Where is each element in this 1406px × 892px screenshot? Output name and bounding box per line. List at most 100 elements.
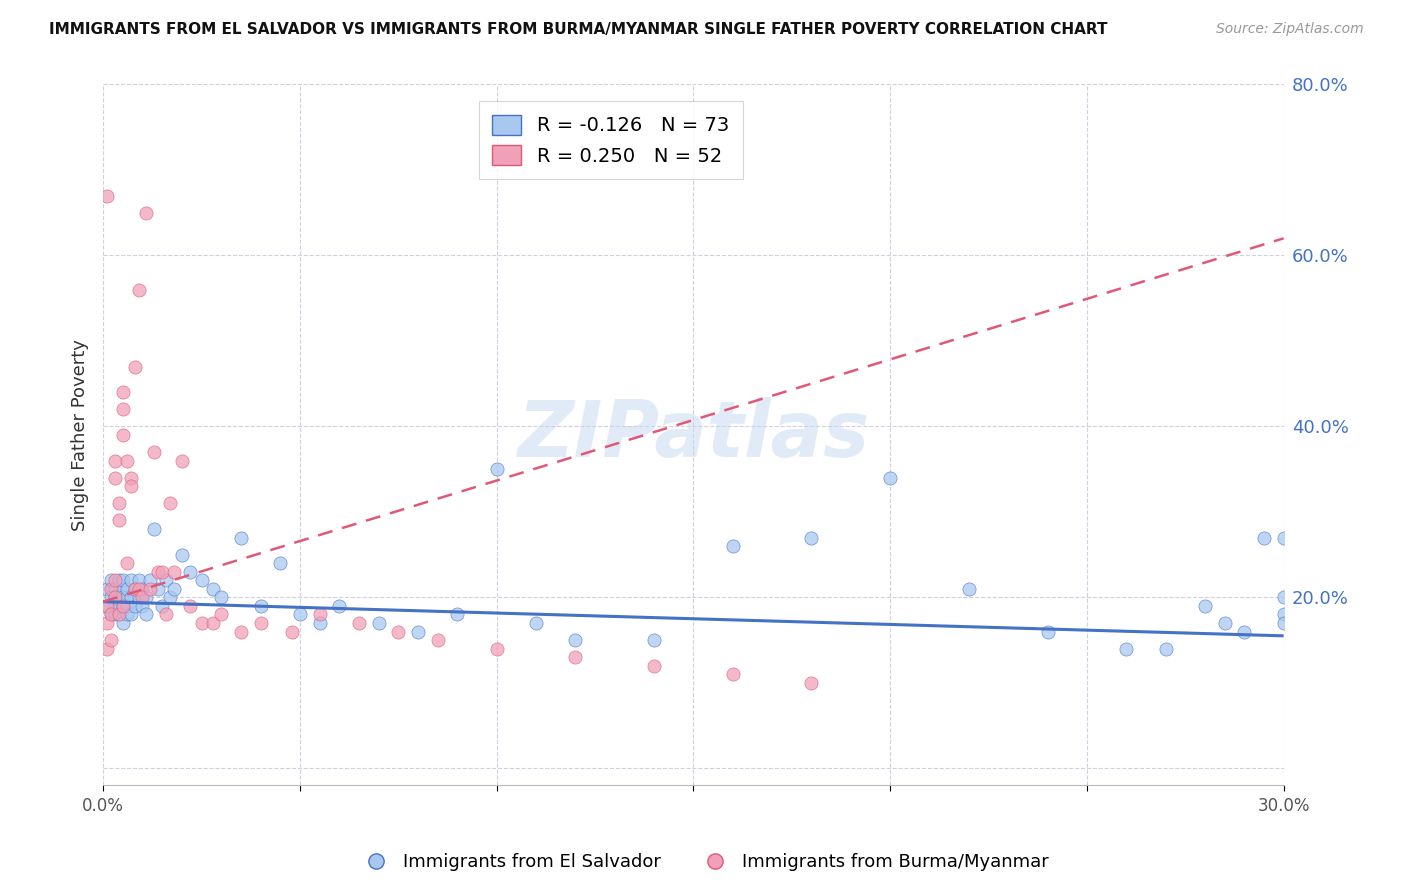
Point — [104, 591, 127, 605]
Point — [139, 582, 162, 596]
Point — [104, 591, 127, 605]
Point — [163, 582, 186, 596]
Point — [111, 599, 134, 613]
Point — [96, 641, 118, 656]
Legend: R = -0.126   N = 73, R = 0.250   N = 52: R = -0.126 N = 73, R = 0.250 N = 52 — [478, 101, 742, 179]
Point — [1272, 531, 1295, 545]
Point — [1272, 591, 1295, 605]
Point — [135, 607, 157, 622]
Point — [128, 582, 150, 596]
Point — [406, 624, 429, 639]
Point — [269, 556, 291, 570]
Point — [115, 453, 138, 467]
Point — [143, 445, 166, 459]
Point — [485, 641, 508, 656]
Point — [387, 624, 409, 639]
Point — [131, 582, 153, 596]
Point — [1115, 641, 1137, 656]
Point — [229, 531, 252, 545]
Point — [120, 574, 142, 588]
Point — [111, 599, 134, 613]
Point — [800, 676, 823, 690]
Point — [96, 599, 118, 613]
Point — [170, 548, 193, 562]
Point — [115, 556, 138, 570]
Point — [170, 453, 193, 467]
Point — [249, 599, 271, 613]
Point — [159, 496, 181, 510]
Point — [100, 591, 122, 605]
Point — [104, 599, 127, 613]
Y-axis label: Single Father Poverty: Single Father Poverty — [72, 339, 89, 531]
Point — [108, 496, 131, 510]
Point — [131, 591, 153, 605]
Point — [143, 522, 166, 536]
Point — [115, 591, 138, 605]
Point — [148, 565, 170, 579]
Point — [124, 582, 146, 596]
Point — [155, 607, 177, 622]
Point — [446, 607, 468, 622]
Point — [643, 633, 665, 648]
Point — [721, 667, 744, 681]
Point — [347, 615, 370, 630]
Point — [159, 591, 181, 605]
Point — [1213, 615, 1236, 630]
Point — [367, 615, 389, 630]
Point — [115, 607, 138, 622]
Point — [957, 582, 980, 596]
Point — [108, 513, 131, 527]
Point — [1036, 624, 1059, 639]
Point — [115, 582, 138, 596]
Point — [108, 607, 131, 622]
Point — [879, 471, 901, 485]
Point — [111, 574, 134, 588]
Point — [96, 615, 118, 630]
Point — [524, 615, 547, 630]
Point — [281, 624, 304, 639]
Point — [229, 624, 252, 639]
Point — [179, 599, 201, 613]
Point — [96, 599, 118, 613]
Point — [209, 591, 232, 605]
Point — [108, 607, 131, 622]
Point — [202, 582, 225, 596]
Point — [100, 607, 122, 622]
Point — [104, 453, 127, 467]
Point — [1253, 531, 1275, 545]
Point — [308, 607, 330, 622]
Point — [128, 283, 150, 297]
Point — [108, 574, 131, 588]
Point — [1194, 599, 1216, 613]
Point — [104, 574, 127, 588]
Point — [148, 582, 170, 596]
Point — [111, 428, 134, 442]
Point — [100, 633, 122, 648]
Point — [111, 402, 134, 417]
Point — [100, 607, 122, 622]
Point — [155, 574, 177, 588]
Point — [108, 599, 131, 613]
Point — [190, 615, 212, 630]
Point — [643, 658, 665, 673]
Point — [124, 599, 146, 613]
Point — [100, 582, 122, 596]
Point — [426, 633, 449, 648]
Point — [111, 591, 134, 605]
Point — [328, 599, 350, 613]
Point — [1272, 607, 1295, 622]
Point — [800, 531, 823, 545]
Point — [150, 599, 173, 613]
Point — [128, 591, 150, 605]
Point — [111, 582, 134, 596]
Point — [249, 615, 271, 630]
Text: Source: ZipAtlas.com: Source: ZipAtlas.com — [1216, 22, 1364, 37]
Point — [111, 615, 134, 630]
Point — [163, 565, 186, 579]
Point — [485, 462, 508, 476]
Point — [202, 615, 225, 630]
Point — [564, 650, 586, 665]
Point — [1233, 624, 1256, 639]
Point — [104, 582, 127, 596]
Legend: Immigrants from El Salvador, Immigrants from Burma/Myanmar: Immigrants from El Salvador, Immigrants … — [350, 847, 1056, 879]
